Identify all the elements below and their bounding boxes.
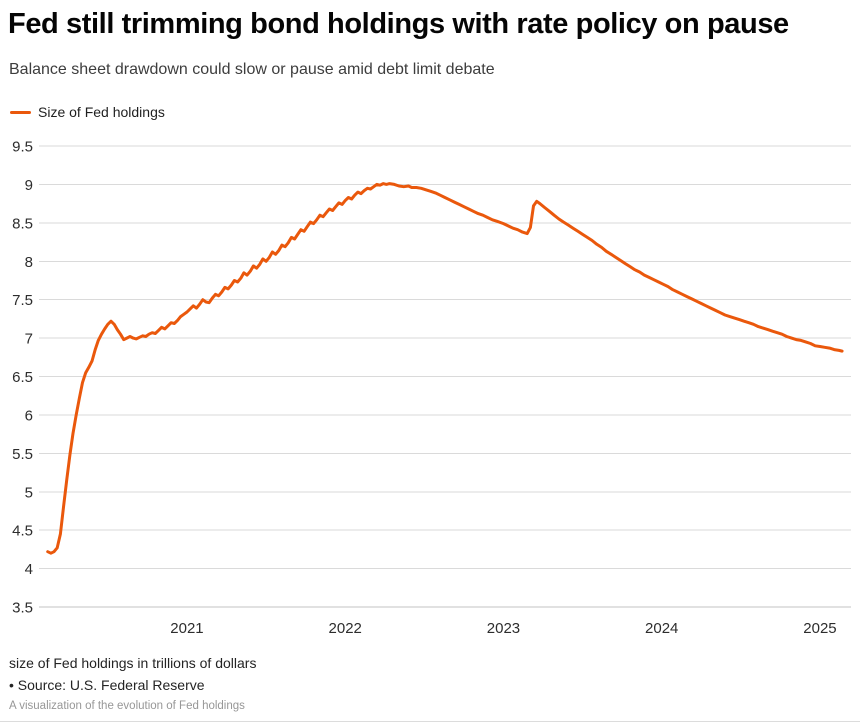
visualization-note: A visualization of the evolution of Fed … bbox=[9, 700, 245, 712]
holdings-line bbox=[46, 182, 844, 555]
x-tick-label: 2021 bbox=[170, 620, 203, 637]
y-tick-label: 5.5 bbox=[12, 446, 33, 463]
y-tick-label: 9 bbox=[25, 177, 33, 194]
y-tick-label: 5 bbox=[25, 484, 33, 501]
y-tick-label: 4.5 bbox=[12, 523, 33, 540]
source-note: • Source: U.S. Federal Reserve bbox=[9, 677, 205, 693]
legend: Size of Fed holdings bbox=[10, 103, 165, 121]
x-tick-label: 2023 bbox=[487, 620, 520, 637]
y-tick-label: 6 bbox=[25, 407, 33, 424]
legend-label: Size of Fed holdings bbox=[38, 104, 165, 120]
page-title: Fed still trimming bond holdings with ra… bbox=[8, 8, 789, 40]
y-tick-label: 3.5 bbox=[12, 600, 33, 617]
x-tick-label: 2022 bbox=[329, 620, 362, 637]
page-subtitle: Balance sheet drawdown could slow or pau… bbox=[9, 61, 495, 78]
y-tick-label: 8 bbox=[25, 254, 33, 271]
y-tick-label: 6.5 bbox=[12, 369, 33, 386]
y-tick-label: 9.5 bbox=[12, 139, 33, 156]
x-tick-label: 2025 bbox=[803, 620, 836, 637]
y-tick-label: 7 bbox=[25, 331, 33, 348]
legend-line-swatch bbox=[10, 110, 31, 114]
y-tick-label: 8.5 bbox=[12, 215, 33, 232]
axis-units-caption: size of Fed holdings in trillions of dol… bbox=[9, 655, 257, 671]
y-tick-label: 7.5 bbox=[12, 292, 33, 309]
fed-holdings-line-chart: 9.5 9 8.5 8 7.5 7 6.5 6 5.5 5 4.5 4 3.5 2021 2022 2023 2… bbox=[12, 139, 851, 637]
bottom-divider bbox=[0, 721, 860, 722]
y-tick-label: 4 bbox=[25, 561, 33, 578]
x-tick-label: 2024 bbox=[645, 620, 678, 637]
